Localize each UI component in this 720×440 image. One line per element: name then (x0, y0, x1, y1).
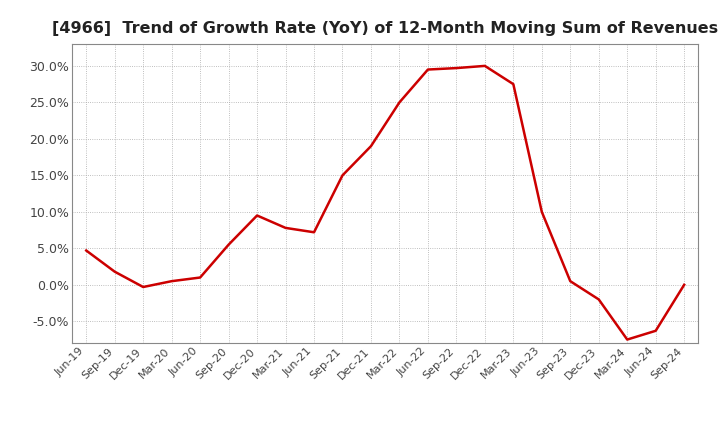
Title: [4966]  Trend of Growth Rate (YoY) of 12-Month Moving Sum of Revenues: [4966] Trend of Growth Rate (YoY) of 12-… (52, 21, 719, 36)
